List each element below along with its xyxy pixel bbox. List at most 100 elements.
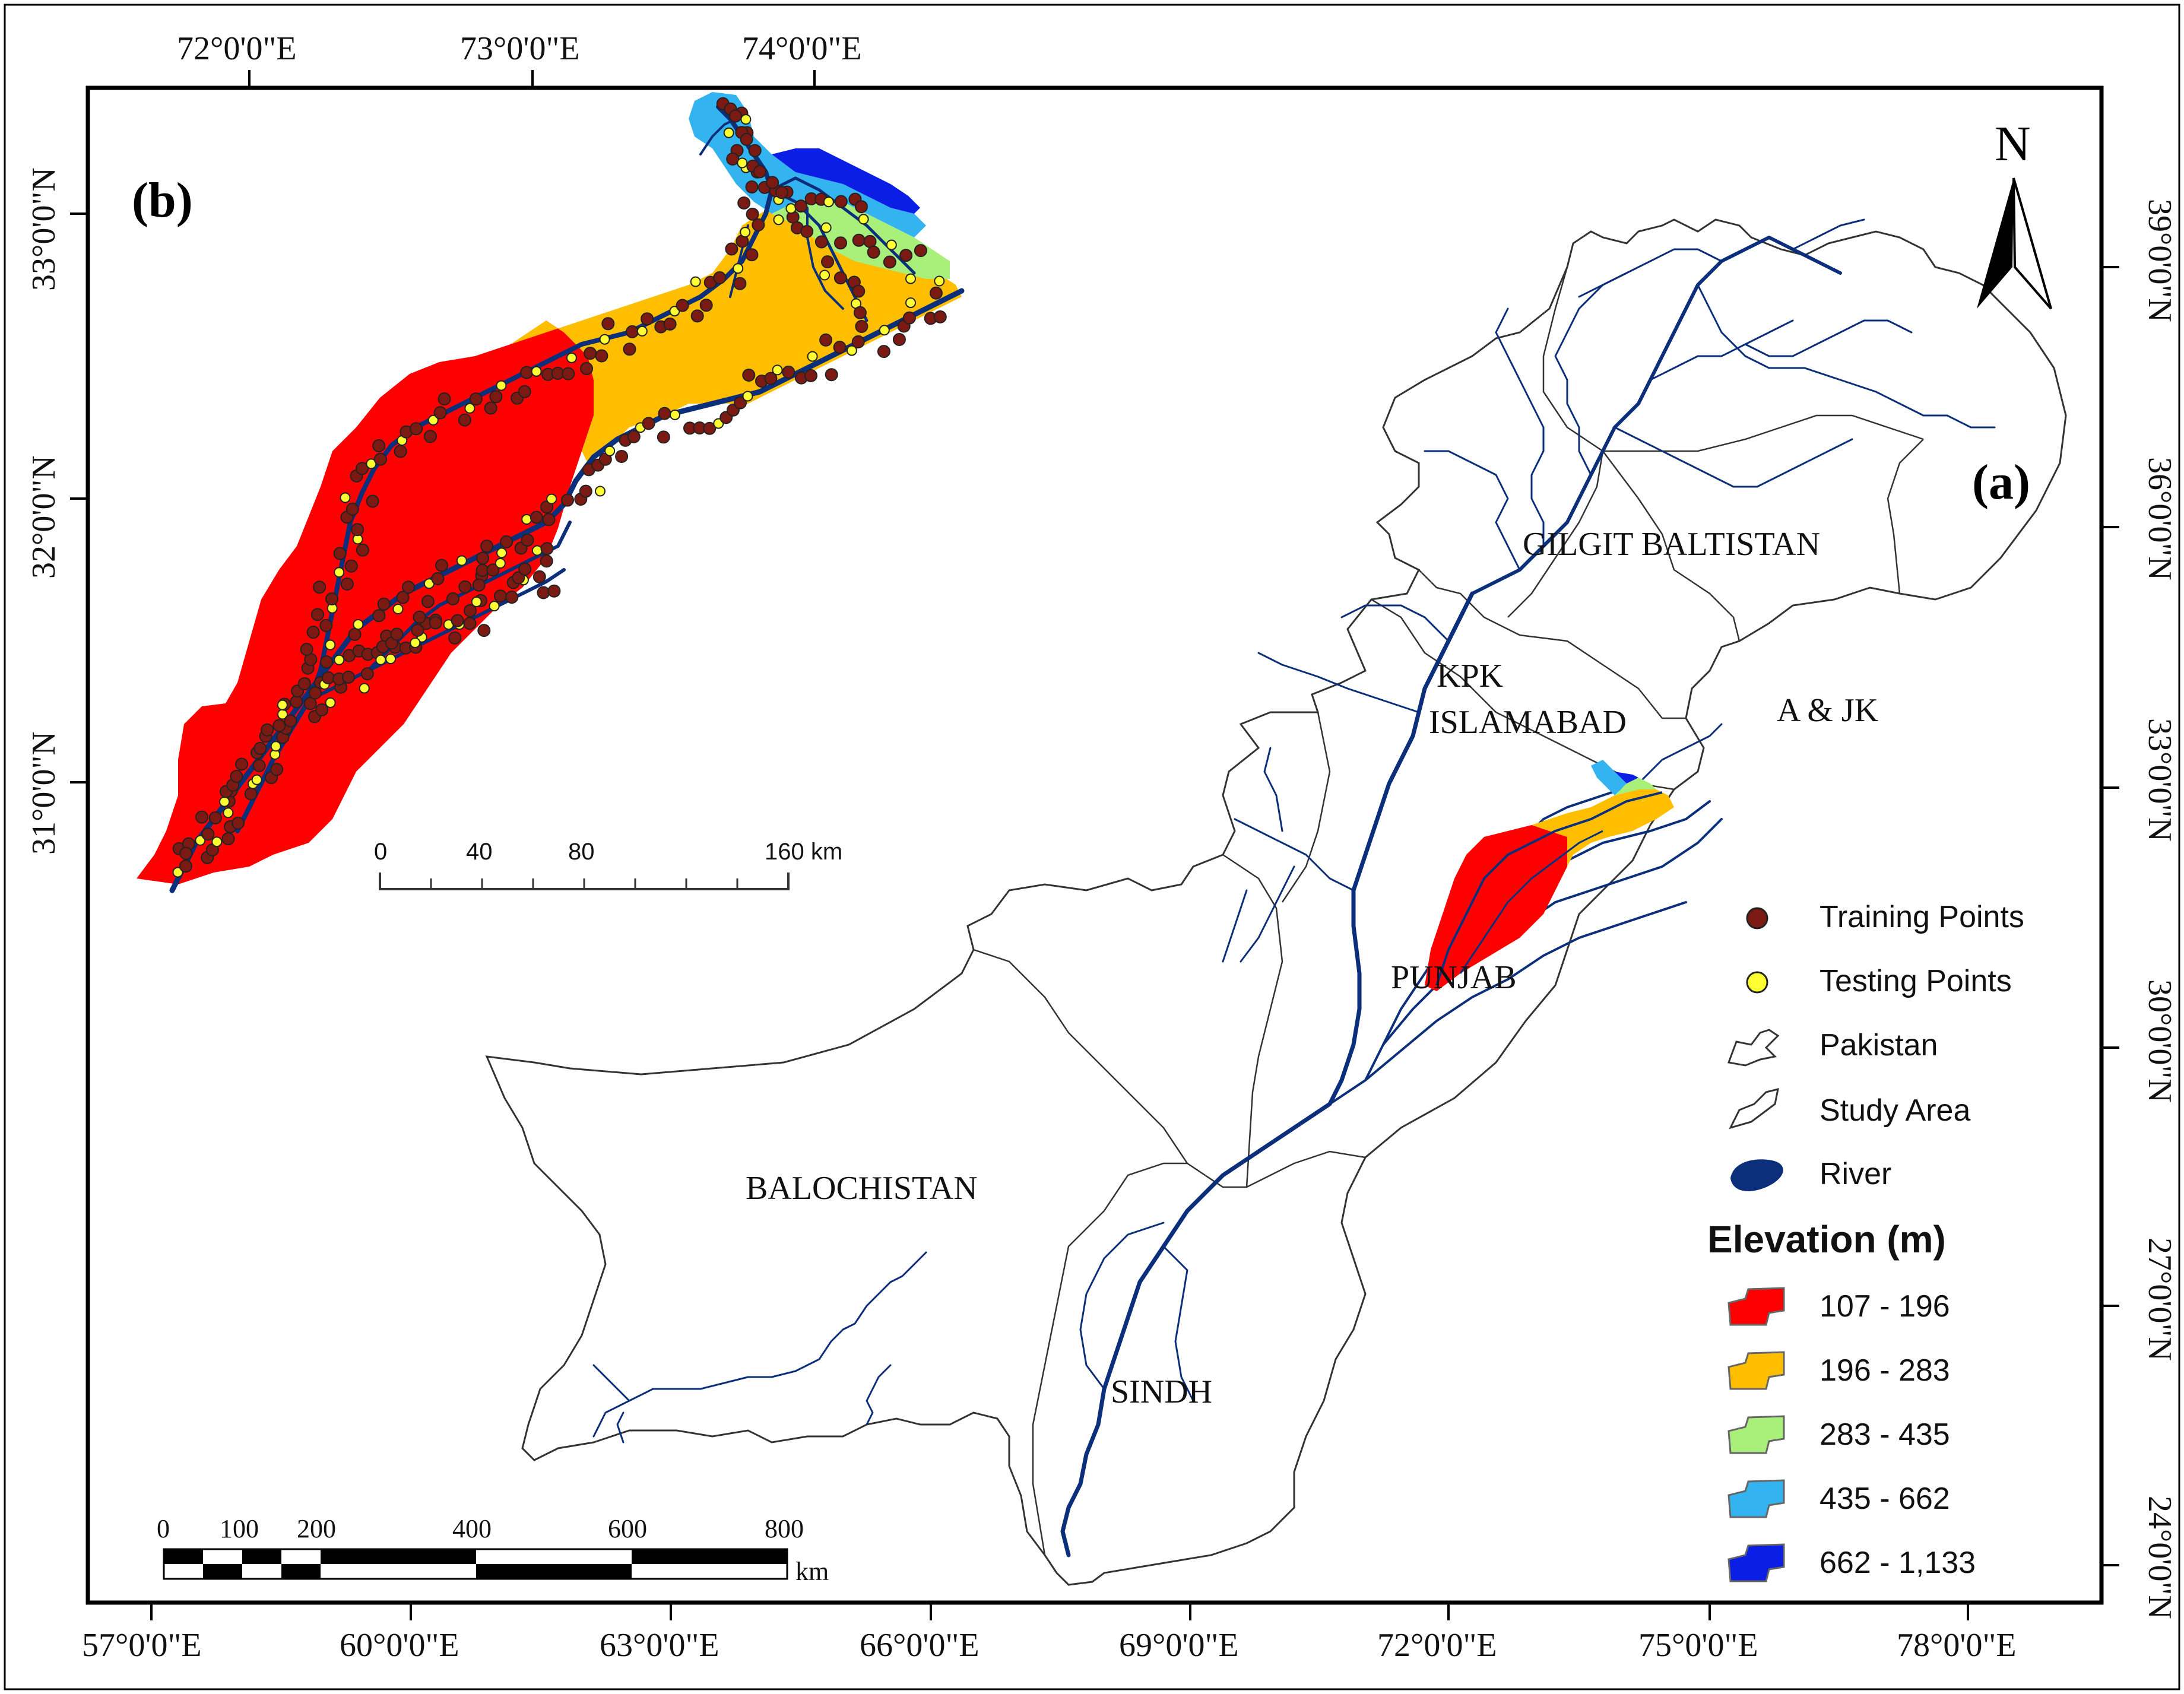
left-lat-32: 32°0'0"N [26, 455, 62, 579]
training-point [411, 623, 424, 637]
testing-point [670, 409, 680, 420]
testing-point [334, 567, 345, 578]
training-point [303, 697, 317, 710]
inset-scale-tick-80: 80 [568, 839, 595, 865]
training-point [775, 186, 788, 199]
training-point [179, 859, 192, 873]
training-point [547, 584, 561, 598]
bottom-ticks [150, 1603, 1969, 1620]
training-point [493, 589, 507, 603]
testing-point [464, 402, 476, 414]
main-panel-label: (a) [1972, 455, 2030, 510]
testing-point [385, 654, 397, 664]
training-point [542, 513, 556, 526]
testing-point [334, 654, 345, 665]
main-scale-tick-400: 400 [452, 1514, 492, 1543]
testing-point [211, 836, 223, 848]
training-point [833, 271, 847, 285]
training-point [309, 686, 322, 700]
training-point [595, 349, 608, 363]
training-point [261, 723, 274, 737]
right-lat-33: 33°0'0"N [2141, 718, 2178, 842]
training-point [446, 592, 459, 605]
training-point [851, 335, 865, 348]
testing-point [723, 127, 734, 138]
training-point [521, 534, 534, 547]
training-point [833, 341, 847, 354]
training-point [626, 325, 639, 338]
label-kpk: KPK [1437, 658, 1503, 694]
training-point [448, 631, 462, 645]
training-point [748, 144, 762, 157]
training-point [690, 309, 704, 323]
training-point [179, 846, 193, 860]
testing-point [375, 654, 386, 665]
label-ajk: A & JK [1777, 692, 1878, 729]
training-point [319, 618, 333, 632]
training-point [402, 580, 415, 594]
training-point [221, 832, 235, 846]
training-point [486, 563, 500, 577]
main-scale-tick-100: 100 [220, 1514, 259, 1543]
training-point [794, 199, 808, 213]
training-point [821, 255, 834, 269]
legend-training-symbol [1746, 907, 1768, 930]
testing-point [219, 796, 230, 807]
label-sindh: SINDH [1111, 1373, 1212, 1410]
legend-elevation-swatch [1727, 1415, 1785, 1454]
training-point [201, 827, 215, 841]
training-point [877, 345, 890, 359]
testing-point [733, 263, 744, 274]
legend-pakistan-label: Pakistan [1820, 1028, 1938, 1062]
main-scale-tick-600: 600 [608, 1514, 647, 1543]
training-point [390, 627, 404, 641]
training-point [505, 591, 519, 604]
testing-point [531, 545, 543, 556]
training-point [863, 234, 877, 248]
right-lat-30: 30°0'0"N [2141, 979, 2178, 1103]
left-ticks [70, 212, 88, 783]
right-lat-24: 24°0'0"N [2141, 1496, 2178, 1619]
legend-testing-symbol [1746, 971, 1768, 994]
testing-point [846, 345, 857, 356]
main-scale-bar: 0 100 200 400 600 800 km [157, 1514, 829, 1586]
testing-point [807, 351, 818, 362]
testing-point [934, 275, 945, 287]
training-point [333, 547, 347, 560]
testing-point [737, 157, 748, 169]
legend-river-symbol [1730, 1159, 1783, 1191]
training-point [342, 670, 355, 684]
legend-testing-label: Testing Points [1820, 964, 2012, 998]
training-point [431, 572, 445, 585]
training-point [372, 609, 386, 623]
training-point [270, 763, 284, 776]
training-point [726, 152, 740, 166]
bottom-lon-57: 57°0'0"E [82, 1627, 202, 1664]
testing-point [905, 297, 916, 309]
training-point [676, 299, 689, 312]
training-point [518, 562, 532, 576]
training-point [819, 333, 833, 347]
testing-point [495, 558, 506, 569]
testing-point [820, 222, 832, 233]
training-point [623, 342, 636, 356]
testing-point [392, 604, 404, 615]
training-point [372, 439, 386, 452]
label-islamabad: ISLAMABAD [1429, 704, 1627, 741]
training-point [764, 372, 778, 385]
testing-point [740, 227, 751, 238]
training-point [472, 578, 486, 592]
testing-point [340, 492, 351, 503]
training-point [232, 816, 245, 830]
north-arrow-left-half [1977, 178, 2014, 309]
testing-point [886, 239, 897, 250]
testing-point [740, 114, 752, 125]
legend-elevation-label: 283 - 435 [1820, 1417, 1950, 1452]
left-lat-31: 31°0'0"N [26, 731, 62, 855]
training-point [867, 245, 880, 259]
training-point [532, 570, 546, 583]
training-point [742, 369, 756, 382]
training-point [235, 757, 248, 771]
training-point [351, 523, 364, 537]
top-longitude-labels: 72°0'0"E 73°0'0"E 74°0'0"E [177, 30, 862, 67]
